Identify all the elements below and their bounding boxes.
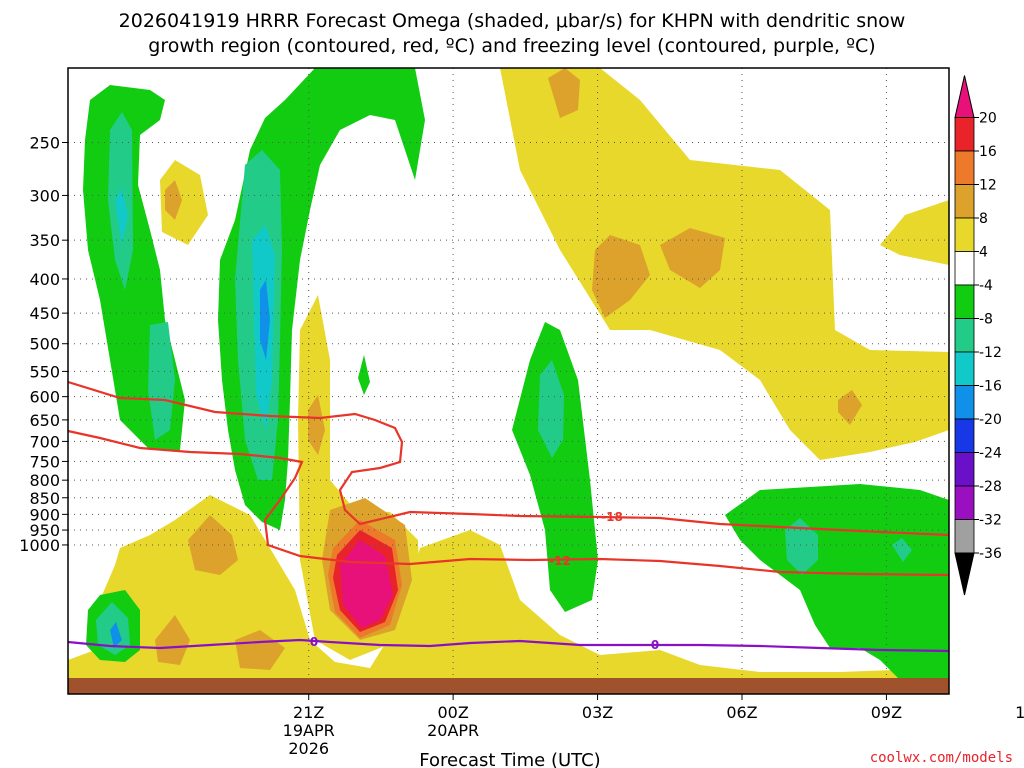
colorbar-swatch [954,351,975,386]
x-tick-label: 00Z [437,703,468,722]
x-tick-label: 12Z [1015,703,1024,722]
omega-band-neg-8-12-b [148,322,175,440]
x-axis-label: Forecast Time (UTC) [419,750,600,768]
colorbar-swatch [954,150,975,185]
omega-band-8-12-b [592,235,650,318]
omega-band-8-12-d [838,390,862,425]
y-tick-label: 500 [29,335,60,354]
omega-band-4-8-left-upper [160,160,208,245]
contour-label-dendritic-12: -12 [549,554,571,568]
y-axis: 2503003504004505005506006507007508008509… [19,134,68,555]
x-tick-label: 03Z [582,703,613,722]
chart-title-line-2: growth region (contoured, red, ºC) and f… [148,35,875,57]
colorbar-swatch [954,485,975,520]
chart-title-line-1: 2026041919 HRRR Forecast Omega (shaded, … [119,10,906,32]
colorbar-swatch [954,251,975,286]
y-tick-label: 400 [29,270,60,289]
colorbar-swatch [954,519,975,554]
y-tick-label: 800 [29,471,60,490]
omega-band-neg-8-12-d [538,360,564,458]
contour-label-freezing-b: 0 [651,638,659,652]
colorbar-bottom-arrow [954,552,975,596]
x-tick-label: 09Z [871,703,902,722]
colorbar-label: -8 [979,312,993,328]
x-tick-label: 06Z [726,703,757,722]
colorbar-label: -12 [979,345,1002,361]
credit-text: coolwx.com/models [870,750,1013,766]
omega-band-neg-16-20 [260,280,270,360]
omega-band-8-12-i [308,395,325,455]
dendritic-contours [67,380,950,653]
colorbar-label: -20 [979,412,1002,428]
omega-band-8-12-a [548,68,580,118]
ground-surface [68,678,949,694]
y-tick-label: 900 [29,505,60,524]
colorbar-label: 16 [979,144,997,160]
y-tick-label: 1000 [19,536,60,555]
colorbar-label: -24 [979,446,1002,462]
y-tick-label: 550 [29,362,60,381]
y-tick-label: 250 [29,134,60,153]
grid-lines [68,68,949,694]
omega-band-8-12-e [165,180,182,220]
x-tick-label: 19APR [283,721,335,740]
y-tick-label: 700 [29,432,60,451]
colorbar-label: -16 [979,379,1002,395]
omega-band-8-12-h [235,630,285,670]
colorbar-swatch [954,318,975,353]
y-tick-label: 600 [29,388,60,407]
omega-band-neg-8-12-e [785,518,818,575]
colorbar-label: -36 [979,546,1002,562]
y-tick-label: 650 [29,411,60,430]
contour-label-dendritic-18: -18 [601,510,623,524]
y-tick-label: 300 [29,186,60,205]
colorbar-label: 12 [979,178,997,194]
colorbar-swatch [954,184,975,219]
colorbar-swatch [954,217,975,252]
plot-frame [67,67,950,695]
x-tick-label: 2026 [288,739,329,758]
y-tick-label: 750 [29,452,60,471]
omega-band-neg-12-16-b [115,188,128,245]
omega-band-4-8-upper [500,68,949,460]
colorbar-swatch [954,117,975,152]
colorbar-swatch [954,385,975,420]
omega-shading [68,68,949,680]
colorbar-label: -4 [979,278,993,294]
y-tick-label: 850 [29,489,60,508]
omega-band-neg-8-12-f [892,538,912,562]
omega-band-neg-4-8-cell [358,355,370,395]
y-tick-label: 450 [29,304,60,323]
x-tick-label: 20APR [427,721,479,740]
contour-label-freezing-a: 0 [310,635,318,649]
colorbar-label: -32 [979,513,1002,529]
omega-band-neg-4-8-center [512,322,598,612]
y-tick-label: 350 [29,231,60,250]
y-tick-label: 950 [29,521,60,540]
colorbar-label: -28 [979,479,1002,495]
omega-band-4-8-lower [68,495,949,680]
colorbar-top-arrow [954,75,975,118]
colorbar-label: 4 [979,245,988,261]
colorbar-swatch [954,452,975,487]
omega-band-8-12-c [660,228,725,288]
colorbar-swatch [954,284,975,319]
colorbar-label: 8 [979,211,988,227]
contour-dendritic-upper [67,380,950,537]
omega-band-neg-16-20-low [110,622,122,648]
colorbar-label: 20 [979,111,997,127]
contour-labels: -18 -12 0 0 [310,510,659,652]
colorbar-swatch [954,418,975,453]
omega-band-4-8-upper-right [880,200,949,265]
contour-freezing-level [67,638,950,653]
colorbar: 20 16 12 8 4 -4 -8 -12 -16 -20 -24 -28 -32 -36 [954,75,1002,596]
contour-dendritic-lower [67,429,950,577]
x-tick-label: 21Z [293,703,324,722]
omega-band-8-12-g [155,615,190,665]
